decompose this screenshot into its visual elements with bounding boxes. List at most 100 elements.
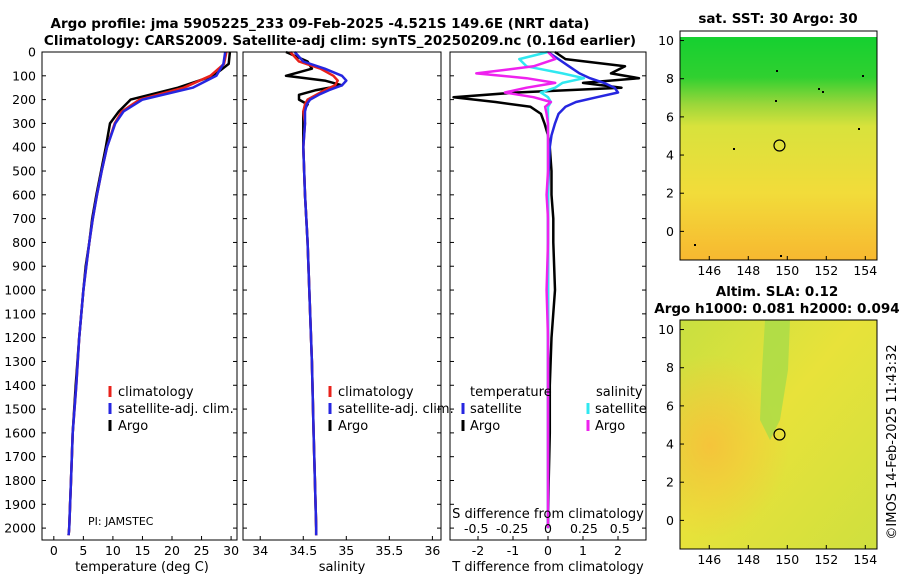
- difference-xlabel-top: S difference from climatology: [452, 507, 644, 522]
- series-line-satellite-adj--clim-: [67, 51, 227, 536]
- sst-field: [680, 37, 877, 260]
- y-tick-label: 8: [666, 360, 674, 375]
- temperature-axes-frame: [41, 51, 238, 541]
- depth-tick-label: 0: [28, 45, 36, 60]
- legend-s-argo-label: Argo: [595, 419, 625, 434]
- land-speck: [780, 255, 782, 257]
- legend-t-argo-label: Argo: [470, 419, 500, 434]
- y-tick-label: 4: [666, 437, 674, 452]
- depth-tick-label: 900: [12, 259, 36, 274]
- legend-salinity-title: salinity: [596, 385, 643, 400]
- depth-tick-label: 1200: [4, 330, 36, 345]
- pi-label: PI: JAMSTEC: [88, 515, 154, 528]
- series-line-satellite-adj--clim-: [293, 51, 348, 536]
- s-diff-tick-label: 0.25: [570, 521, 598, 536]
- temperature-curves: [67, 51, 232, 536]
- legend-t-satellite-label: satellite: [470, 402, 522, 417]
- land-speck: [822, 91, 824, 93]
- sst-map-title: sat. SST: 30 Argo: 30: [698, 11, 857, 27]
- depth-tick-label: 1600: [4, 425, 36, 440]
- x-tick-label: 150: [775, 263, 799, 278]
- x-tick-label: -1: [507, 543, 519, 558]
- x-tick-label: 150: [775, 552, 799, 567]
- depth-tick-label: 1500: [4, 402, 36, 417]
- y-tick-label: 4: [666, 148, 674, 163]
- x-tick-label: 152: [814, 552, 838, 567]
- depth-tick-label: 400: [12, 140, 36, 155]
- series-line-climatology: [67, 51, 228, 536]
- difference-x-ticks: -2 -1 0 1 2: [450, 51, 646, 558]
- land-speck: [775, 100, 777, 102]
- x-tick-label: 2: [614, 543, 622, 558]
- temperature-panel: 0 5 10 15 20 25 30 temperature (deg C) climato…: [41, 51, 239, 575]
- x-tick-label: 5: [79, 543, 87, 558]
- sla-axis-ticks: 146 148 150 152 154 0 2 4 6 8 10: [658, 322, 877, 567]
- difference-xlabel: T difference from climatology: [451, 560, 644, 575]
- depth-tick-label: 500: [12, 164, 36, 179]
- land-speck: [733, 148, 735, 150]
- legend-argo-label: Argo: [338, 419, 368, 434]
- sla-axes-frame: [679, 319, 878, 550]
- x-tick-label: 35: [338, 543, 354, 558]
- sla-map-title-line1: Altim. SLA: 0.12: [716, 284, 838, 300]
- x-tick-label: 25: [194, 543, 210, 558]
- salinity-diff-tick-labels: -0.5 -0.25 0 0.25 0.5: [464, 521, 630, 536]
- depth-tick-label: 2000: [4, 521, 36, 536]
- x-tick-label: 148: [736, 552, 760, 567]
- legend-climatology-label: climatology: [338, 385, 414, 400]
- x-tick-label: 15: [135, 543, 151, 558]
- x-tick-label: 10: [105, 543, 121, 558]
- x-tick-label: 36: [424, 543, 440, 558]
- s-diff-tick-label: 0.5: [610, 521, 630, 536]
- sla-map-title-line2: Argo h1000: 0.081 h2000: 0.094: [654, 301, 899, 317]
- difference-panel: -2 -1 0 1 2 T difference from climatology S …: [449, 50, 647, 575]
- y-tick-label: 6: [666, 398, 674, 413]
- y-tick-label: 0: [666, 224, 674, 239]
- depth-tick-label: 1300: [4, 354, 36, 369]
- series-line-t-satellite: [546, 50, 620, 529]
- sst-axes-frame: [679, 30, 878, 261]
- sst-map-panel: sat. SST: 30 Argo: 30 146 148 150 152 154 0 2 4…: [658, 11, 878, 278]
- x-tick-label: 152: [814, 263, 838, 278]
- land-speck: [694, 244, 696, 246]
- s-diff-tick-label: -0.25: [496, 521, 528, 536]
- imos-timestamp: ©IMOS 14-Feb-2025 11:43:32: [885, 344, 900, 539]
- legend-argo-label: Argo: [118, 419, 148, 434]
- salinity-panel: 34 34.5 35 35.5 36 salinity climatology sate…: [242, 50, 454, 575]
- sst-axis-ticks: 146 148 150 152 154 0 2 4 6 8 10: [658, 33, 877, 278]
- y-tick-label: 10: [658, 322, 674, 337]
- salinity-xlabel: salinity: [319, 560, 366, 575]
- x-tick-label: 34.5: [289, 543, 317, 558]
- y-tick-label: 2: [666, 186, 674, 201]
- y-tick-label: 0: [666, 513, 674, 528]
- salinity-x-ticks: 34 34.5 35 35.5 36: [243, 51, 441, 558]
- figure-title-line2: Climatology: CARS2009. Satellite-adj cli…: [44, 33, 636, 49]
- depth-tick-label: 1700: [4, 449, 36, 464]
- land-speck: [776, 70, 778, 72]
- temperature-legend: climatology satellite-adj. clim. Argo: [108, 385, 234, 434]
- depth-tick-label: 800: [12, 235, 36, 250]
- legend-satellite-label: satellite-adj. clim.: [338, 402, 454, 417]
- x-tick-label: 20: [164, 543, 180, 558]
- difference-legend: temperature satellite Argo salinity sate…: [461, 385, 647, 434]
- series-line-s-argo: [475, 51, 557, 529]
- salinity-legend: climatology satellite-adj. clim. Argo: [328, 385, 454, 434]
- temperature-x-ticks: 0 5 10 15 20 25 30: [42, 51, 239, 558]
- series-line-t-argo: [452, 50, 641, 529]
- sla-profile-location-marker: [773, 428, 786, 441]
- depth-tick-label: 200: [12, 92, 36, 107]
- x-tick-label: 154: [853, 552, 877, 567]
- salinity-axes-frame: [242, 51, 442, 541]
- salinity-curves: [284, 50, 348, 536]
- x-tick-label: -2: [472, 543, 484, 558]
- land-speck: [858, 128, 860, 130]
- s-diff-tick-label: 0: [544, 521, 552, 536]
- x-tick-label: 146: [697, 263, 721, 278]
- depth-tick-label: 600: [12, 187, 36, 202]
- x-tick-label: 35.5: [375, 543, 403, 558]
- depth-tick-label: 300: [12, 116, 36, 131]
- legend-s-satellite-label: satellite: [595, 402, 647, 417]
- figure-title-line1: Argo profile: jma 5905225_233 09-Feb-202…: [51, 16, 590, 32]
- depth-tick-label: 1900: [4, 497, 36, 512]
